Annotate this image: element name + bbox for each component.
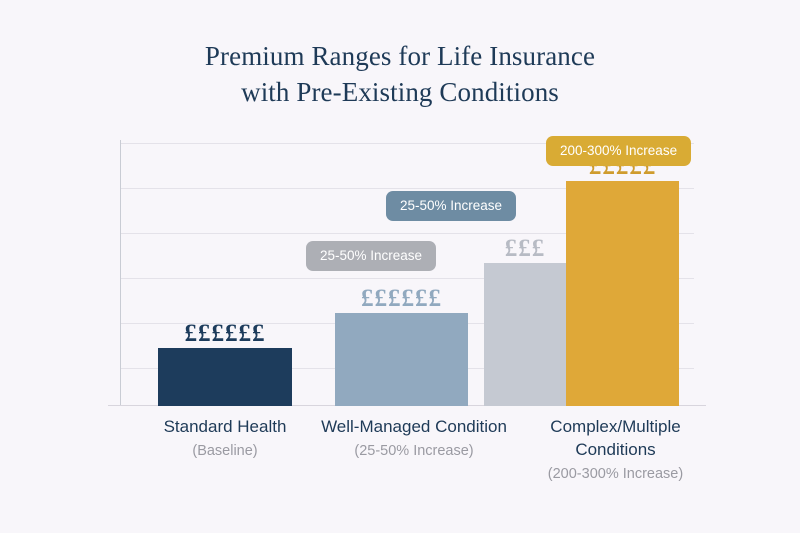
chart-title-line-1: Premium Ranges for Life Insurance bbox=[204, 41, 596, 71]
bar-standard-health[interactable]: ££££££ bbox=[158, 321, 292, 406]
category-label-well-managed-condition: Well-Managed Condition (25-50% Increase) bbox=[302, 415, 526, 463]
category-sublabel: (Baseline) bbox=[192, 443, 258, 459]
bar-well-managed-condition[interactable]: ££££££ bbox=[335, 286, 468, 406]
gridline bbox=[121, 188, 694, 189]
bar-series: ££££££ ££££££ £££ £££££ bbox=[120, 140, 694, 406]
bar-rect-2[interactable] bbox=[335, 313, 468, 406]
badge-well-managed[interactable]: 25-50% Increase bbox=[306, 241, 437, 271]
chart-title-line-2: with Pre-Existing Conditions bbox=[241, 77, 559, 107]
bar-rect-1[interactable] bbox=[158, 348, 292, 406]
badge-complex-lower[interactable]: 25-50% Increase bbox=[386, 191, 517, 221]
gridline bbox=[121, 143, 694, 144]
category-name: Well-Managed Condition bbox=[321, 417, 507, 436]
bar-rect-4[interactable] bbox=[566, 181, 679, 406]
chart-title: Premium Ranges for Life Insurance with P… bbox=[0, 38, 800, 110]
category-sublabel: (200-300% Increase) bbox=[547, 466, 684, 482]
bar-complex-upper[interactable]: £££££ bbox=[566, 154, 679, 406]
gridline bbox=[121, 233, 694, 234]
category-label-complex-multiple-conditions: Complex/Multiple Conditions (200-300% In… bbox=[527, 415, 704, 486]
coin-row-2: ££££££ bbox=[361, 285, 442, 312]
y-axis-line bbox=[120, 140, 121, 406]
category-name: Standard Health bbox=[163, 417, 287, 436]
category-name: Complex/Multiple Conditions bbox=[550, 417, 681, 459]
category-sublabel: (25-50% Increase) bbox=[354, 443, 474, 459]
badge-complex-upper[interactable]: 200-300% Increase bbox=[546, 136, 692, 166]
bar-rect-3[interactable] bbox=[484, 263, 566, 406]
category-label-standard-health: Standard Health (Baseline) bbox=[140, 415, 310, 463]
coin-row-1: ££££££ bbox=[184, 320, 266, 347]
category-labels: Standard Health (Baseline) Well-Managed … bbox=[0, 415, 800, 525]
coin-row-3: £££ bbox=[504, 235, 546, 262]
bar-complex-lower[interactable]: £££ bbox=[484, 236, 566, 406]
plot-area: ££££££ ££££££ £££ £££££ bbox=[108, 140, 706, 406]
gridline bbox=[121, 278, 694, 279]
